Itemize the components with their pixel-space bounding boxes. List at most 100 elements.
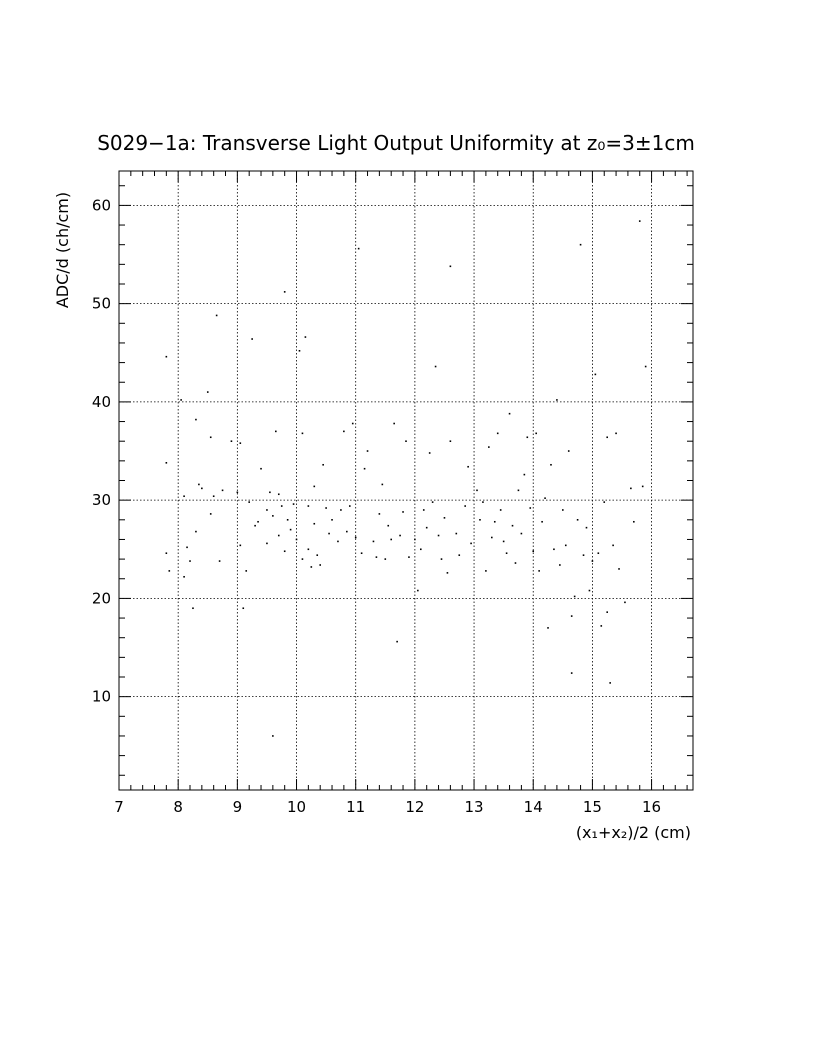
- data-point-142: [582, 554, 585, 556]
- x-axis-label: (x₁+x₂)/2 (cm): [576, 823, 691, 842]
- data-point-59: [325, 507, 327, 509]
- grid-lines: [119, 171, 693, 790]
- data-point-21: [230, 440, 233, 442]
- data-point-69: [357, 247, 360, 250]
- data-point-150: [606, 436, 608, 439]
- data-point-19: [218, 560, 221, 562]
- data-point-74: [375, 556, 378, 558]
- data-point-88: [419, 548, 422, 551]
- data-point-117: [511, 524, 514, 527]
- data-point-116: [508, 412, 511, 415]
- data-point-113: [499, 509, 502, 511]
- data-point-2: [168, 570, 171, 572]
- data-point-13: [201, 487, 203, 490]
- data-point-90: [425, 526, 428, 529]
- y-tick-label-20: 20: [92, 589, 111, 607]
- data-point-33: [266, 509, 268, 511]
- data-point-107: [482, 501, 484, 503]
- data-point-4: [180, 399, 182, 401]
- data-point-99: [449, 440, 452, 442]
- y-tick-label-40: 40: [92, 393, 111, 411]
- data-point-110: [491, 536, 493, 539]
- chart-title: S029−1a: Transverse Light Output Uniform…: [97, 131, 695, 155]
- data-point-125: [535, 432, 537, 435]
- y-axis-label: ADC/d (ch/cm): [53, 192, 72, 308]
- data-point-112: [496, 432, 499, 435]
- y-tick-label-50: 50: [92, 295, 111, 313]
- data-point-98: [449, 265, 452, 268]
- data-point-130: [550, 463, 552, 466]
- data-point-26: [245, 570, 248, 572]
- x-tick-label-14: 14: [524, 798, 543, 816]
- data-point-92: [431, 501, 434, 503]
- x-tick-label-15: 15: [583, 798, 602, 816]
- x-tick-label-11: 11: [346, 798, 365, 816]
- data-point-16: [209, 513, 212, 515]
- data-point-45: [292, 503, 295, 505]
- data-point-94: [437, 534, 440, 537]
- data-point-129: [547, 627, 549, 629]
- data-point-137: [570, 615, 573, 617]
- data-point-20: [221, 489, 224, 492]
- data-point-103: [467, 465, 469, 468]
- data-point-156: [624, 601, 626, 604]
- y-tick-label-60: 60: [92, 196, 111, 214]
- data-point-83: [402, 511, 404, 513]
- data-point-32: [266, 542, 268, 545]
- data-point-11: [195, 530, 197, 533]
- data-point-49: [301, 432, 304, 435]
- data-point-123: [529, 507, 532, 509]
- data-point-65: [346, 530, 348, 533]
- data-point-144: [588, 589, 591, 592]
- data-point-89: [422, 509, 425, 511]
- data-point-47: [298, 350, 301, 352]
- data-point-40: [280, 505, 283, 507]
- data-point-61: [331, 519, 333, 521]
- x-tick-label-8: 8: [173, 798, 183, 816]
- data-point-38: [277, 534, 280, 537]
- data-point-1: [165, 462, 168, 464]
- data-point-79: [390, 538, 393, 541]
- data-point-29: [254, 524, 256, 527]
- data-point-97: [446, 572, 449, 574]
- data-point-78: [387, 524, 390, 527]
- data-point-135: [564, 544, 567, 547]
- data-point-81: [396, 640, 398, 643]
- data-point-100: [455, 532, 458, 535]
- data-point-120: [520, 532, 523, 535]
- data-point-133: [559, 564, 561, 566]
- data-point-159: [638, 220, 641, 222]
- data-point-9: [192, 607, 194, 610]
- data-point-37: [275, 430, 277, 433]
- data-points: [165, 220, 647, 737]
- data-point-124: [532, 550, 535, 553]
- axis-ticks: 7 8 9 10 11 12 13 14 15 16 10 20 30 40 50 60: [92, 171, 693, 816]
- x-tick-label-7: 7: [114, 798, 124, 816]
- data-point-149: [603, 501, 606, 503]
- data-point-151: [606, 611, 608, 613]
- data-point-119: [517, 489, 520, 492]
- data-point-56: [316, 554, 319, 556]
- data-point-132: [556, 399, 558, 401]
- data-point-71: [363, 467, 366, 470]
- data-point-139: [573, 595, 576, 598]
- data-point-34: [269, 491, 271, 494]
- data-point-50: [304, 336, 307, 338]
- data-point-152: [609, 682, 611, 684]
- data-point-46: [295, 538, 298, 541]
- data-point-128: [544, 497, 546, 499]
- data-point-136: [567, 450, 570, 452]
- data-point-102: [464, 505, 466, 507]
- data-point-75: [378, 513, 381, 515]
- plot-frame: [118, 170, 694, 791]
- data-point-84: [405, 440, 407, 442]
- data-point-145: [591, 560, 594, 562]
- data-point-30: [257, 520, 259, 523]
- data-point-109: [488, 446, 490, 448]
- data-point-104: [470, 542, 472, 545]
- data-point-82: [399, 534, 401, 537]
- data-point-96: [443, 517, 446, 519]
- data-point-134: [562, 509, 564, 511]
- data-point-146: [594, 373, 597, 376]
